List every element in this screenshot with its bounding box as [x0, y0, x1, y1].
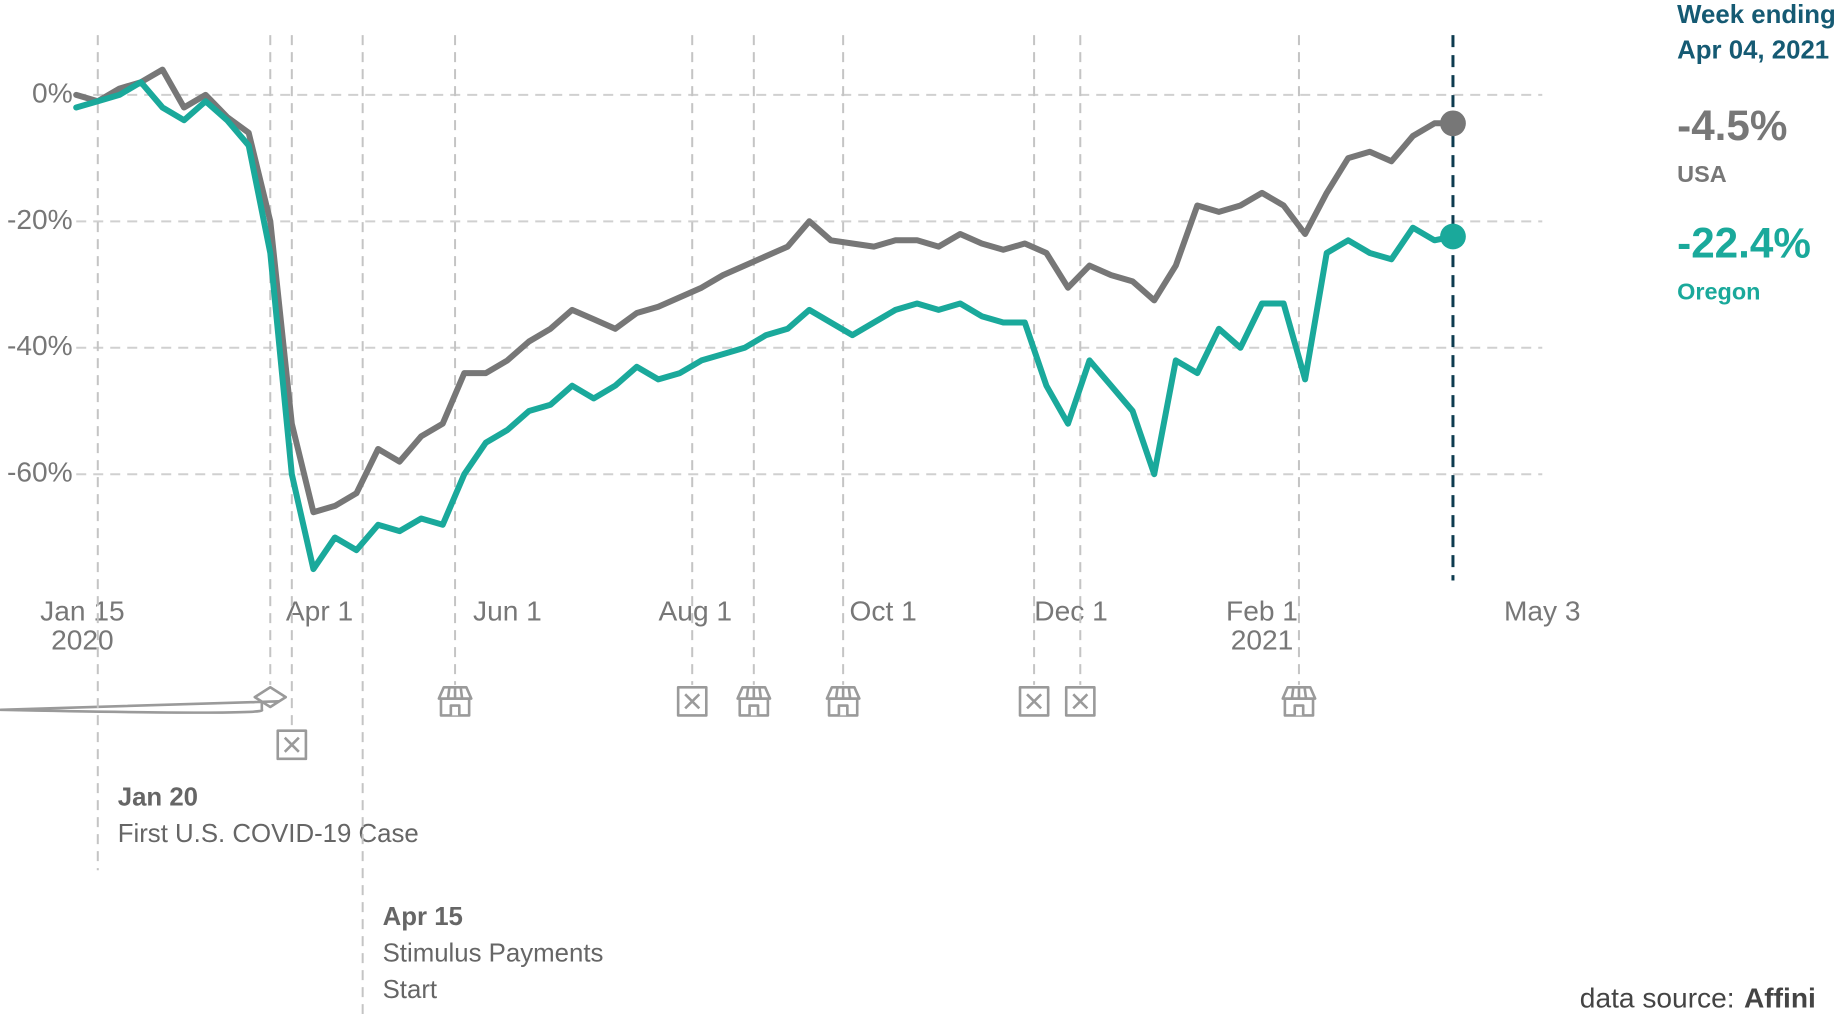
annotation-title: Apr 15 [383, 903, 463, 931]
data-source: data source: Affini [1580, 983, 1816, 1014]
icon-awning [437, 685, 473, 716]
x-tick-label: Oct 1 [850, 596, 917, 627]
icon-awning [1281, 685, 1317, 716]
icon-x [283, 736, 300, 753]
icon-cap [0, 685, 288, 714]
source-name: Affini [1744, 983, 1816, 1014]
x-tick-line: Aug 1 [659, 596, 733, 627]
x-tick-line: Feb 1 [1226, 596, 1298, 627]
icon-x [1026, 693, 1043, 710]
y-tick-label: -60% [7, 457, 73, 488]
icon-box [1064, 685, 1096, 717]
x-tick-label: Jan 15 2020 [40, 596, 124, 656]
legend-label: USA [1677, 161, 1727, 187]
callout-value: -4.5% [1677, 102, 1787, 149]
series-line [73, 79, 1456, 573]
end-dot [1440, 110, 1466, 137]
annotation-text: Stimulus Payments [383, 939, 604, 967]
x-tick-line: Dec 1 [1034, 596, 1107, 627]
annotation-title: Jan 20 [118, 784, 198, 812]
y-tick-label: 0% [32, 77, 73, 108]
x-tick-line: May 3 [1504, 596, 1581, 627]
annotation-text: First U.S. COVID-19 Case [118, 820, 419, 848]
x-tick-line: Jun 1 [473, 596, 542, 627]
icon-x [1072, 693, 1089, 710]
end-dot [1440, 223, 1466, 250]
icon-x [684, 693, 701, 710]
x-tick-label: Jun 1 [473, 596, 542, 627]
event-icon-closure [1018, 685, 1050, 717]
series-line [73, 66, 1456, 516]
x-tick-label: May 3 [1504, 596, 1581, 627]
x-tick-line: Apr 1 [286, 596, 353, 627]
callout-value: -22.4% [1677, 219, 1811, 266]
event-icon-closure [276, 729, 308, 761]
x-tick-line: 2020 [51, 625, 114, 656]
x-tick-label: Dec 1 [1034, 596, 1107, 627]
x-tick-label: Apr 1 [286, 596, 353, 627]
callout-date: Apr 04, 2021 [1677, 36, 1829, 64]
icon-awning [825, 685, 861, 716]
x-tick-label: Feb 1 2021 [1226, 596, 1298, 656]
event-icon-reopen [437, 685, 473, 717]
source-prefix: data source: [1580, 983, 1735, 1014]
callout-title: Week ending [1677, 1, 1836, 29]
x-tick-line: 2021 [1231, 625, 1294, 656]
event-icon-reopen [825, 685, 861, 717]
y-tick-label: -20% [7, 204, 73, 235]
event-icon-reopen [736, 685, 772, 717]
event-icon-school [0, 685, 288, 714]
event-icon-closure [1064, 685, 1096, 717]
annotation-text: Start [383, 976, 437, 1004]
x-tick-line: Oct 1 [850, 596, 917, 627]
event-icon-closure [676, 685, 708, 717]
y-tick-label: -40% [7, 330, 73, 361]
x-tick-line: Jan 15 [40, 596, 124, 627]
icon-awning [736, 685, 772, 716]
legend-label: Oregon [1677, 278, 1760, 304]
event-icon-reopen [1281, 685, 1317, 717]
x-tick-label: Aug 1 [659, 596, 733, 627]
